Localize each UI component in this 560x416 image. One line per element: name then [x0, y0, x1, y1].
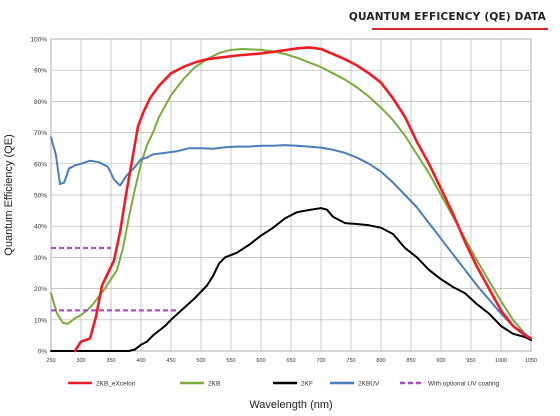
y-tick-label: 100%	[30, 37, 47, 44]
y-tick-label: 10%	[34, 317, 47, 324]
x-tick-label: 650	[286, 358, 295, 364]
y-axis-label: Quantum Efficiency (QE)	[3, 134, 15, 255]
series-line-2kbuv	[50, 136, 532, 340]
y-tick-label: 80%	[34, 99, 47, 106]
x-tick-labels: 250 300 350 400 450 500 550 600 650 700 750 800 850 9…	[46, 358, 537, 364]
x-tick-label: 900	[436, 358, 445, 364]
legend-label: With optional UV coating	[428, 381, 500, 388]
series-line-2kf	[50, 207, 532, 352]
x-tick-label: 600	[256, 358, 265, 364]
y-tick-label: 60%	[34, 161, 47, 168]
grid	[50, 38, 532, 352]
legend-label: 2KF	[301, 381, 313, 388]
x-tick-label: 1050	[525, 358, 537, 364]
x-tick-label: 1000	[495, 358, 507, 364]
y-tick-label: 70%	[34, 130, 47, 137]
y-tick-label: 0%	[38, 349, 48, 356]
x-tick-label: 500	[196, 358, 205, 364]
x-tick-label: 950	[466, 358, 475, 364]
legend-label: 2KBUV	[358, 381, 380, 388]
x-tick-label: 400	[136, 358, 145, 364]
y-tick-label: 40%	[34, 224, 47, 231]
x-tick-label: 850	[406, 358, 415, 364]
series-line-2kb-excelon	[73, 46, 533, 353]
chart-title: QUANTUM EFFICENCY (QE) DATA	[348, 11, 546, 23]
x-tick-label: 800	[376, 358, 385, 364]
legend-label: 2KB	[208, 381, 220, 388]
x-axis-label: Wavelength (nm)	[249, 399, 332, 411]
y-tick-label: 30%	[34, 255, 47, 262]
legend-label: 2KB_eXcelon	[96, 381, 136, 388]
y-tick-label: 50%	[34, 193, 47, 200]
x-tick-label: 750	[346, 358, 355, 364]
y-tick-label: 90%	[34, 68, 47, 75]
y-tick-label: 20%	[34, 286, 47, 293]
x-tick-label: 450	[166, 358, 175, 364]
title-underline	[372, 28, 548, 30]
y-tick-labels: 0% 10% 20% 30% 40% 50% 60% 70% 80% 90% 100%	[30, 37, 47, 356]
x-tick-label: 550	[226, 358, 235, 364]
legend: 2KB_eXcelon 2KB 2KF 2KBUV With optional UV c…	[68, 381, 500, 388]
x-tick-label: 350	[106, 358, 115, 364]
x-tick-label: 250	[46, 358, 55, 364]
x-tick-label: 300	[76, 358, 85, 364]
series-lines	[50, 46, 533, 353]
x-tick-label: 700	[316, 358, 325, 364]
